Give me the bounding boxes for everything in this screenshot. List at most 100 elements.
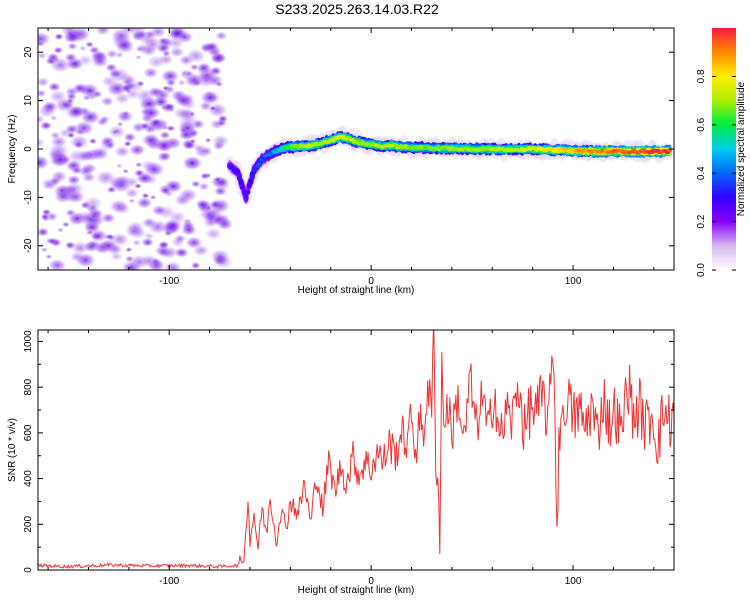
noise-blob xyxy=(53,190,73,204)
noise-blob xyxy=(106,186,117,194)
noise-blob xyxy=(166,124,176,132)
noise-blob xyxy=(163,261,183,270)
noise-blob xyxy=(214,31,228,41)
noise-blob xyxy=(162,85,170,91)
noise-blob xyxy=(142,66,159,79)
noise-blob xyxy=(91,90,103,99)
noise-blob xyxy=(105,49,119,59)
noise-blob xyxy=(47,237,58,245)
noise-blob xyxy=(169,28,186,40)
noise-blob xyxy=(38,52,47,60)
noise-blob xyxy=(89,229,108,243)
noise-blob xyxy=(150,257,161,265)
ridge-point xyxy=(245,190,251,194)
ridge-point xyxy=(236,176,243,181)
noise-blob xyxy=(189,63,200,71)
noise-blob xyxy=(121,110,131,117)
noise-blob xyxy=(67,148,88,164)
ridge-point xyxy=(249,173,255,178)
noise-blob xyxy=(133,169,145,178)
noise-blob xyxy=(114,202,132,215)
noise-blob xyxy=(154,244,171,257)
noise-blob xyxy=(38,104,57,119)
noise-blob xyxy=(124,225,143,239)
noise-blob xyxy=(74,252,97,268)
spectrogram-y-tick-label: -10 xyxy=(23,190,34,205)
noise-blob xyxy=(67,42,78,51)
noise-blob xyxy=(106,233,116,242)
snr-y-tick-label: 200 xyxy=(23,516,34,533)
spectrogram-x-axis: -100 0 100 xyxy=(47,28,655,287)
noise-blob xyxy=(94,28,111,36)
noise-blob xyxy=(151,118,162,127)
noise-blob xyxy=(172,107,190,120)
noise-blob xyxy=(64,52,78,63)
noise-blob xyxy=(100,96,115,107)
noise-blob xyxy=(141,36,163,52)
spectrogram-y-axis: -20 -10 0 10 20 xyxy=(23,46,674,253)
noise-blob xyxy=(81,172,97,183)
snr-panel: -100 0 100 0 200 400 600 800 1000 Height of str… xyxy=(7,329,675,596)
noise-blob xyxy=(47,82,62,92)
colorbar-gradient xyxy=(712,28,736,270)
colorbar-tick-label: 0.4 xyxy=(696,166,707,180)
noise-blob xyxy=(47,143,70,160)
noise-blob xyxy=(85,229,94,236)
noise-blob xyxy=(95,170,117,186)
noise-blob xyxy=(113,128,122,135)
colorbar-tick-label: 0.2 xyxy=(696,214,707,228)
noise-blob xyxy=(180,223,197,236)
colorbar-tick-label: 0.0 xyxy=(696,263,707,277)
noise-blob xyxy=(91,54,109,68)
noise-blob xyxy=(180,70,188,76)
snr-y-axis: 0 200 400 600 800 1000 xyxy=(23,330,674,573)
snr-y-label: SNR (10 * v/v) xyxy=(7,418,18,482)
noise-blob xyxy=(45,254,53,260)
noise-blob xyxy=(215,81,224,88)
snr-y-tick-label: 1000 xyxy=(23,330,34,353)
noise-blob xyxy=(65,92,77,101)
noise-blob xyxy=(134,183,143,189)
noise-blob xyxy=(206,102,229,118)
noise-blob xyxy=(115,38,133,52)
noise-blob xyxy=(79,45,87,52)
noise-blob xyxy=(153,136,176,153)
noise-blob xyxy=(185,48,207,64)
noise-blob xyxy=(151,204,168,217)
noise-blob xyxy=(99,139,117,152)
noise-blob xyxy=(122,132,137,143)
spectrogram-x-tick-label: -100 xyxy=(159,276,179,287)
noise-blob xyxy=(187,129,199,138)
noise-blob xyxy=(38,227,50,237)
colorbar: 0.0 0.2 0.4 0.6 0.8 Normalized spectral ampl… xyxy=(696,28,747,277)
noise-blob xyxy=(47,258,67,270)
noise-blob xyxy=(125,247,133,253)
noise-blob xyxy=(73,140,84,149)
noise-blob xyxy=(213,176,222,183)
noise-blob xyxy=(199,90,221,106)
noise-blob xyxy=(62,28,84,44)
noise-blob xyxy=(120,83,133,93)
noise-blob xyxy=(135,54,142,60)
noise-blob xyxy=(181,155,203,171)
noise-blob xyxy=(178,187,199,203)
snr-line xyxy=(38,330,674,569)
noise-blob xyxy=(38,77,50,88)
noise-blob xyxy=(82,94,91,101)
noise-blob xyxy=(189,138,197,144)
noise-blob xyxy=(139,122,151,131)
colorbar-tick-label: 0.6 xyxy=(696,117,707,131)
figure-title: S233.2025.263.14.03.R22 xyxy=(275,1,439,17)
noise-blob xyxy=(197,182,210,192)
spectrogram-y-tick-label: 0 xyxy=(23,146,34,152)
noise-blob xyxy=(64,123,80,135)
noise-blob xyxy=(38,155,50,171)
noise-blob xyxy=(66,174,82,186)
noise-blob xyxy=(122,168,130,174)
noise-blob xyxy=(158,151,172,161)
noise-blob xyxy=(149,194,157,200)
spectral-ridge xyxy=(224,125,674,205)
noise-blob xyxy=(199,172,210,180)
